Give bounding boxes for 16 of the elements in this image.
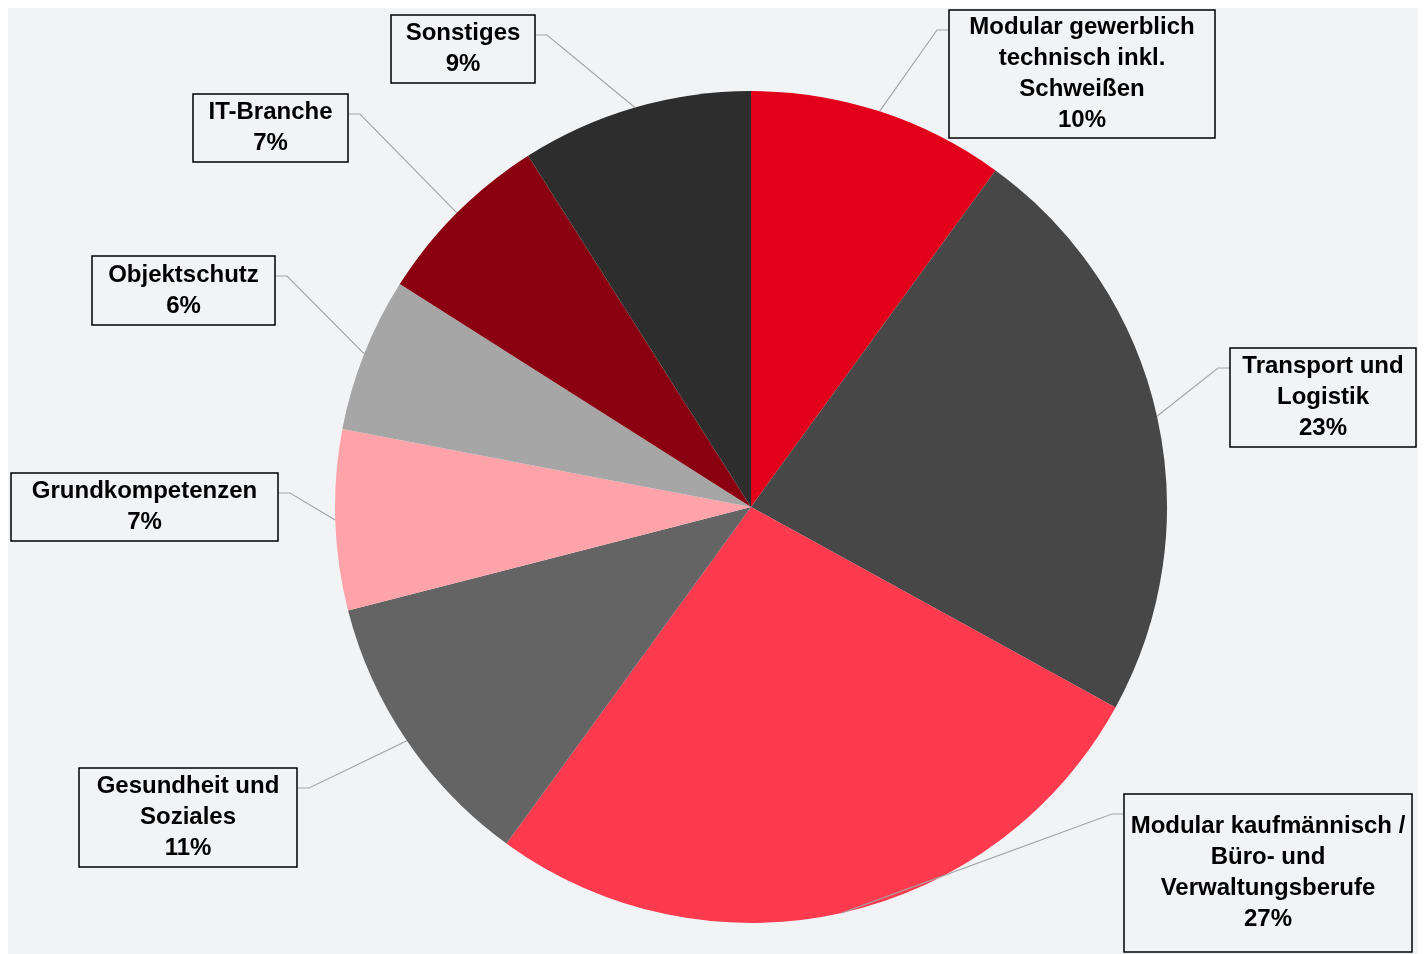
data-label: 10% [1057, 105, 1107, 133]
data-label: 7% [127, 507, 162, 535]
slice-label: IT-Branche [208, 97, 333, 125]
slice-label: Sonstiges [405, 18, 521, 46]
slice-label: Modular kaufmännisch / Büro- und Verwaltungsberufe [1130, 811, 1406, 901]
data-label: 11% [164, 833, 212, 861]
data-label: 6% [166, 290, 201, 318]
slice-label: Gesundheit und Soziales [96, 771, 280, 830]
slice-label: Modular gewerblich technisch inkl. Schweißen [969, 12, 1195, 102]
data-label: 23% [1298, 413, 1348, 441]
slice-label: Grundkompetenzen [31, 476, 258, 504]
data-label: 27% [1243, 904, 1293, 932]
data-label: 7% [253, 128, 288, 156]
data-label: 9% [445, 49, 481, 77]
slice-label: Transport und Logistik [1242, 351, 1404, 410]
slice-label: Objektschutz [108, 259, 259, 287]
